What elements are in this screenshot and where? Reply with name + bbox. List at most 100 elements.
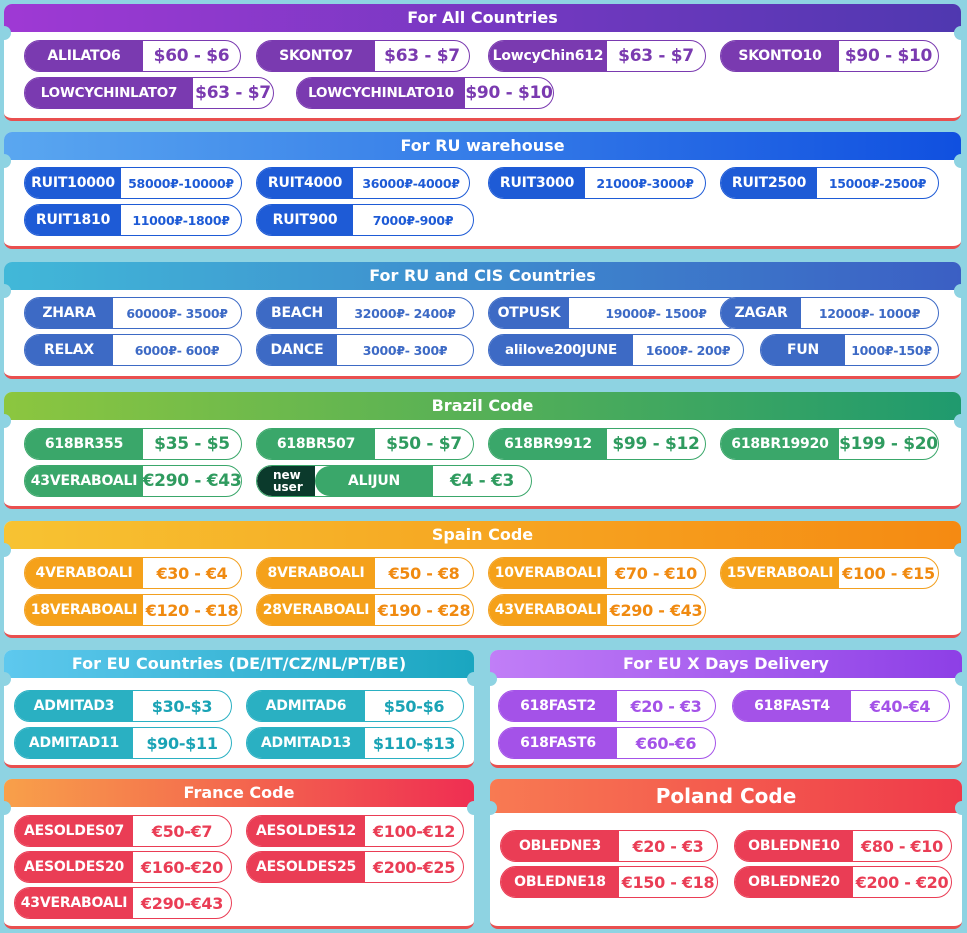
coupon-618fast2[interactable]: 618FAST2 €20 - €3 xyxy=(498,690,716,722)
coupon-43veraboali[interactable]: 43VERABOALI €290 - €43 xyxy=(24,465,242,497)
coupon-aesoldes20[interactable]: AESOLDES20 €160-€20 xyxy=(14,851,232,883)
new-user-tag-line: new xyxy=(273,468,301,482)
coupon-dance[interactable]: DANCE 3000₽- 300₽ xyxy=(256,334,474,366)
coupon-obledne18[interactable]: OBLEDNE18 €150 - €18 xyxy=(500,866,718,898)
coupon-lowcychinlato7[interactable]: LOWCYCHINLATO7 $63 - $7 xyxy=(24,77,274,109)
coupon-code: 43VERABOALI xyxy=(15,888,133,918)
coupon-43veraboali[interactable]: 43VERABOALI €290-€43 xyxy=(14,887,232,919)
coupon-alilove200june[interactable]: alilove200JUNE 1600₽- 200₽ xyxy=(488,334,744,366)
coupon-aesoldes07[interactable]: AESOLDES07 €50-€7 xyxy=(14,815,232,847)
coupon-10veraboali[interactable]: 10VERABOALI €70 - €10 xyxy=(488,557,706,589)
coupon-fun[interactable]: FUN 1000₽-150₽ xyxy=(760,334,939,366)
coupon-ruit1810[interactable]: RUIT1810 11000₽-1800₽ xyxy=(24,204,242,236)
coupon-code: 4VERABOALI xyxy=(25,558,143,588)
coupon-price: €200-€25 xyxy=(372,857,456,877)
coupon-obledne3[interactable]: OBLEDNE3 €20 - €3 xyxy=(500,830,718,862)
coupon-price: 32000₽- 2400₽ xyxy=(354,305,456,321)
coupon-price: €120 - €18 xyxy=(145,600,239,620)
coupon-admitad6[interactable]: ADMITAD6 $50-$6 xyxy=(246,690,464,722)
coupon-code: LowcyChin612 xyxy=(489,41,607,71)
section-france: France Code AESOLDES07 €50-€7 AESOLDES12 €10… xyxy=(4,779,474,929)
coupon-beach[interactable]: BEACH 32000₽- 2400₽ xyxy=(256,297,474,329)
coupon-code: BEACH xyxy=(257,298,337,328)
coupon-ruit2500[interactable]: RUIT2500 15000₽-2500₽ xyxy=(720,167,939,199)
new-user-tag-line: user xyxy=(273,480,303,494)
section-spain: Spain Code 4VERABOALI €30 - €4 8VERABOALI €5… xyxy=(4,521,961,638)
coupon-price: €290 - €43 xyxy=(609,600,703,620)
coupon-price: $50 - $7 xyxy=(386,434,462,454)
coupon-price: $199 - $20 xyxy=(839,434,938,454)
coupon-zhara[interactable]: ZHARA 60000₽- 3500₽ xyxy=(24,297,242,329)
coupon-code: 8VERABOALI xyxy=(257,558,375,588)
section-title: For RU warehouse xyxy=(4,132,961,160)
coupon-price: $35 - $5 xyxy=(154,434,230,454)
coupon-code: 618FAST4 xyxy=(733,691,851,721)
coupon-code: 618FAST2 xyxy=(499,691,617,721)
new-user-tag: new user xyxy=(257,466,315,496)
coupon-618fast4[interactable]: 618FAST4 €40-€4 xyxy=(732,690,950,722)
coupon-code: OBLEDNE10 xyxy=(735,831,853,861)
coupon-43veraboali[interactable]: 43VERABOALI €290 - €43 xyxy=(488,594,706,626)
coupon-618br507[interactable]: 618BR507 $50 - $7 xyxy=(256,428,474,460)
coupon-relax[interactable]: RELAX 6000₽- 600₽ xyxy=(24,334,242,366)
coupon-price: $63 - $7 xyxy=(618,46,694,66)
coupon-code: FUN xyxy=(761,335,845,365)
coupon-ruit900[interactable]: RUIT900 7000₽-900₽ xyxy=(256,204,474,236)
coupon-8veraboali[interactable]: 8VERABOALI €50 - €8 xyxy=(256,557,474,589)
coupon-skonto10[interactable]: SKONTO10 $90 - $10 xyxy=(720,40,939,72)
section-title: Poland Code xyxy=(490,779,962,813)
coupon-ruit4000[interactable]: RUIT4000 36000₽-4000₽ xyxy=(256,167,470,199)
coupon-skonto7[interactable]: SKONTO7 $63 - $7 xyxy=(256,40,470,72)
coupon-price: €150 - €18 xyxy=(621,872,715,892)
coupon-price: 19000₽- 1500₽ xyxy=(605,305,707,321)
coupon-lowcychinlato10[interactable]: LOWCYCHINLATO10 $90 - $10 xyxy=(296,77,554,109)
coupon-code: 28VERABOALI xyxy=(257,595,375,625)
coupon-admitad3[interactable]: ADMITAD3 $30-$3 xyxy=(14,690,232,722)
coupon-otpusk[interactable]: OTPUSK 19000₽- 1500₽ xyxy=(488,297,744,329)
coupon-alilato6[interactable]: ALILATO6 $60 - $6 xyxy=(24,40,241,72)
coupon-28veraboali[interactable]: 28VERABOALI €190 - €28 xyxy=(256,594,474,626)
coupon-aesoldes12[interactable]: AESOLDES12 €100-€12 xyxy=(246,815,464,847)
coupon-obledne20[interactable]: OBLEDNE20 €200 - €20 xyxy=(734,866,952,898)
coupon-code: 10VERABOALI xyxy=(489,558,607,588)
coupon-code: 618BR19920 xyxy=(721,429,839,459)
coupon-18veraboali[interactable]: 18VERABOALI €120 - €18 xyxy=(24,594,242,626)
section-title: Brazil Code xyxy=(4,392,961,420)
coupon-zagar[interactable]: ZAGAR 12000₽- 1000₽ xyxy=(720,297,939,329)
coupon-code: OBLEDNE18 xyxy=(501,867,619,897)
coupon-code: OTPUSK xyxy=(489,298,569,328)
coupon-price: €60-€6 xyxy=(635,733,697,753)
coupon-price: 3000₽- 300₽ xyxy=(362,342,448,358)
coupon-admitad11[interactable]: ADMITAD11 $90-$11 xyxy=(14,727,232,759)
coupon-code: AESOLDES12 xyxy=(247,816,365,846)
coupon-price: €290 - €43 xyxy=(143,471,241,491)
section-title: For All Countries xyxy=(4,4,961,32)
coupon-price: 60000₽- 3500₽ xyxy=(126,305,228,321)
coupon-lowcychin612[interactable]: LowcyChin612 $63 - $7 xyxy=(488,40,706,72)
coupon-618br19920[interactable]: 618BR19920 $199 - $20 xyxy=(720,428,939,460)
coupon-admitad13[interactable]: ADMITAD13 $110-$13 xyxy=(246,727,464,759)
coupon-price: €200 - €20 xyxy=(855,872,949,892)
coupon-price: €20 - €3 xyxy=(630,696,702,716)
coupon-price: €4 - €3 xyxy=(449,471,515,491)
coupon-price: 1600₽- 200₽ xyxy=(645,342,731,358)
coupon-ruit10000[interactable]: RUIT10000 58000₽-10000₽ xyxy=(24,167,242,199)
section-brazil: Brazil Code 618BR355 $35 - $5 618BR507 $50 -… xyxy=(4,392,961,509)
coupon-price: 7000₽-900₽ xyxy=(372,212,454,228)
coupon-code: LOWCYCHINLATO10 xyxy=(297,78,465,108)
coupon-4veraboali[interactable]: 4VERABOALI €30 - €4 xyxy=(24,557,242,589)
coupon-price: 12000₽- 1000₽ xyxy=(818,305,921,321)
coupon-ruit3000[interactable]: RUIT3000 21000₽-3000₽ xyxy=(488,167,706,199)
coupon-obledne10[interactable]: OBLEDNE10 €80 - €10 xyxy=(734,830,952,862)
coupon-code: OBLEDNE20 xyxy=(735,867,853,897)
coupon-code: 15VERABOALI xyxy=(721,558,839,588)
coupon-price: €290-€43 xyxy=(140,893,224,913)
coupon-15veraboali[interactable]: 15VERABOALI €100 - €15 xyxy=(720,557,939,589)
coupon-618br355[interactable]: 618BR355 $35 - $5 xyxy=(24,428,242,460)
coupon-618br9912[interactable]: 618BR9912 $99 - $12 xyxy=(488,428,706,460)
coupon-code: RUIT1810 xyxy=(25,205,121,235)
coupon-618fast6[interactable]: 618FAST6 €60-€6 xyxy=(498,727,716,759)
coupon-price: $60 - $6 xyxy=(153,46,230,66)
coupon-aesoldes25[interactable]: AESOLDES25 €200-€25 xyxy=(246,851,464,883)
coupon-alijun[interactable]: new user ALIJUN €4 - €3 xyxy=(256,465,532,497)
